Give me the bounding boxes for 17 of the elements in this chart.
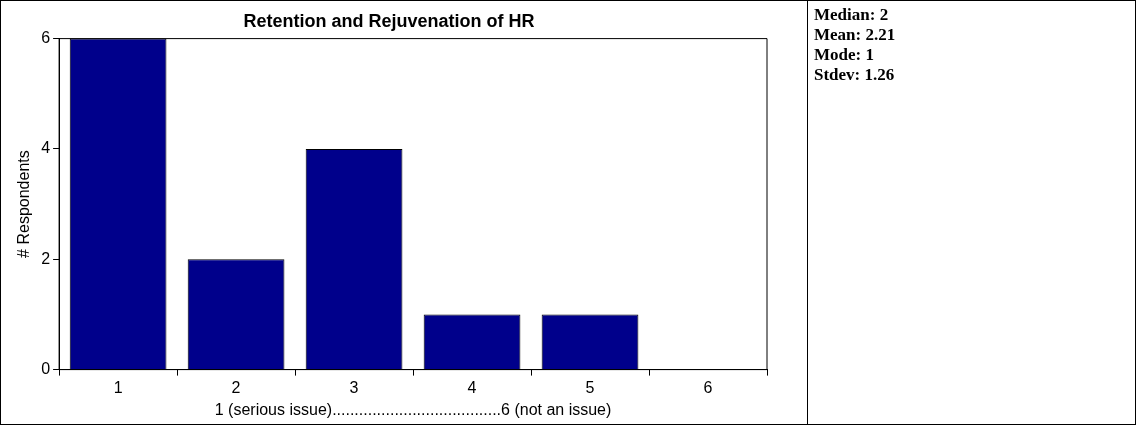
x-tick-label: 1 <box>113 378 123 396</box>
y-tick-label: 6 <box>41 29 51 47</box>
x-tick-label: 6 <box>703 378 713 396</box>
x-tick-label: 5 <box>585 378 595 396</box>
text: Median: 2 <box>814 5 890 25</box>
y-tick-label: 2 <box>41 249 51 267</box>
x-tick-label: 3 <box>349 378 359 396</box>
x-tick-label: 4 <box>467 378 477 396</box>
text: Mode: 1 <box>814 45 875 65</box>
text: Stdev: 1.26 <box>814 65 896 85</box>
chart-title: Retention and Rejuvenation of HR <box>243 10 535 31</box>
x-axis-title: 1 (serious issue)......................................6 (not an issue) <box>214 400 612 418</box>
y-axis-title: # Respondents <box>15 150 33 258</box>
x-tick-label: 2 <box>231 378 241 396</box>
text: Mean: 2.21 <box>814 25 896 45</box>
y-tick-label: 0 <box>41 360 51 378</box>
y-tick-label: 4 <box>41 139 51 157</box>
